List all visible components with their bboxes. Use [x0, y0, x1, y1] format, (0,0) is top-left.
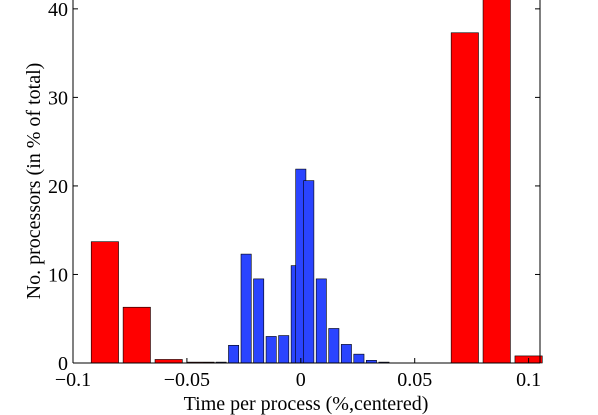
y-tick-label: 20	[48, 176, 68, 198]
bar-s1-5	[265, 336, 277, 364]
x-ticks-group: −0.1 −0.05 0 0.05 0.1	[55, 358, 541, 391]
x-tick-label: −0.1	[55, 369, 91, 391]
bar-s0-4	[450, 32, 479, 364]
x-tick-label: 0.1	[516, 369, 541, 391]
x-axis-label: Time per process (%,centered)	[184, 393, 429, 415]
bar-s1-4	[253, 278, 265, 364]
bar-s1-3	[240, 253, 252, 364]
y-tick-label: 0	[58, 353, 68, 375]
bar-s0-1	[122, 306, 151, 364]
y-tick-label: 40	[48, 0, 68, 21]
bar-s1-2	[228, 344, 240, 364]
bar-s1-9	[303, 180, 315, 364]
bar-s0-5	[482, 0, 511, 364]
bar-s1-13	[353, 353, 365, 364]
bar-s0-2	[154, 359, 183, 364]
bar-s1-11	[328, 328, 340, 364]
x-tick-label: 0	[296, 369, 306, 391]
y-tick-label: 10	[48, 264, 68, 286]
y-tick-label: 30	[48, 87, 68, 109]
y-axis-label: No. processors (in % of total)	[23, 63, 45, 300]
x-tick-label: −0.05	[164, 369, 210, 391]
bar-s1-6	[278, 335, 290, 364]
bar-s1-12	[340, 344, 352, 364]
x-tick-label: 0.05	[397, 369, 432, 391]
bar-s1-10	[315, 278, 327, 364]
y-ticks-group: 0 10 20 30 40	[48, 0, 540, 375]
bar-s0-0	[90, 241, 119, 364]
bars-group	[90, 0, 543, 364]
